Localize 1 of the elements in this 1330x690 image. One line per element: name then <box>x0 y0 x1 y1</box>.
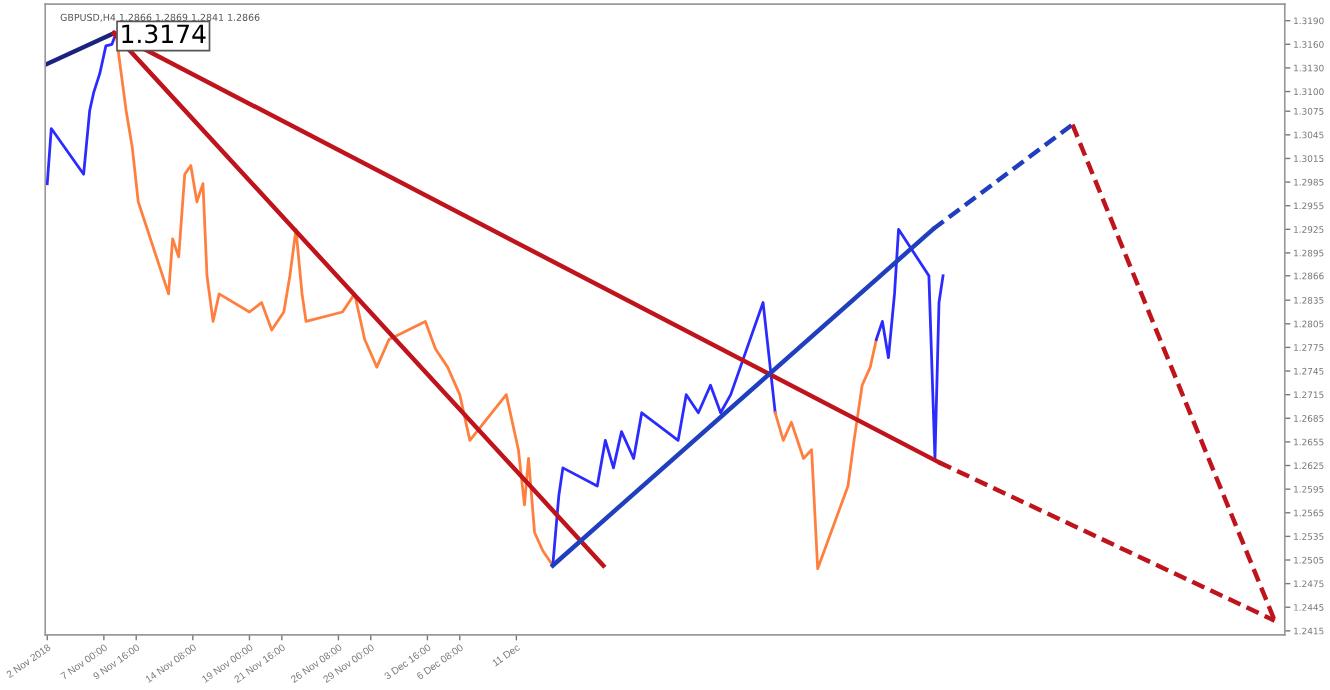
annotation: 1.3174 <box>122 24 206 44</box>
